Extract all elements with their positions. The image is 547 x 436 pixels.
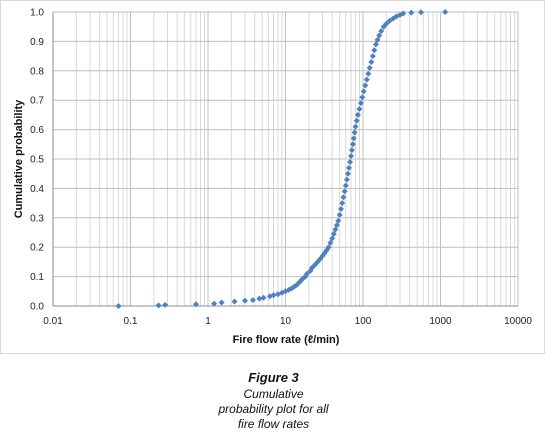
data-point xyxy=(408,9,415,16)
figure-caption-line-1: Cumulative xyxy=(243,387,304,401)
y-tick-label: 0.5 xyxy=(30,155,44,166)
data-point xyxy=(335,217,342,224)
data-point xyxy=(317,255,324,262)
y-tick-label: 0.3 xyxy=(30,213,44,224)
data-point xyxy=(359,94,366,101)
y-tick-label: 0.6 xyxy=(30,125,44,136)
data-point xyxy=(351,129,358,136)
data-point xyxy=(354,111,361,118)
data-point xyxy=(400,10,407,17)
data-point xyxy=(256,295,263,302)
axes xyxy=(52,12,518,307)
x-tick-label: 10000 xyxy=(504,316,532,327)
data-point xyxy=(192,301,199,308)
data-point xyxy=(346,164,353,171)
data-point xyxy=(368,58,375,65)
figure-caption-line-3: fire flow rates xyxy=(237,417,310,431)
data-point xyxy=(155,302,162,309)
data-point xyxy=(417,9,424,16)
x-tick-label: 0.1 xyxy=(124,316,138,327)
x-tick-label: 0.01 xyxy=(43,316,63,327)
data-point xyxy=(353,117,360,124)
data-point xyxy=(336,211,343,218)
data-point xyxy=(378,28,385,35)
data-point xyxy=(352,123,359,130)
data-point xyxy=(347,158,354,165)
data-point xyxy=(366,64,373,71)
data-point xyxy=(337,205,344,212)
data-point xyxy=(357,100,364,107)
y-tick-label: 0.8 xyxy=(30,66,44,77)
data-point xyxy=(360,88,367,95)
data-point xyxy=(241,297,248,304)
data-point xyxy=(329,235,336,242)
data-point xyxy=(365,70,372,77)
data-point xyxy=(249,297,256,304)
scatter-chart: 0.01 0.1 1 10 100 1000 10000 0.0 0.1 0.2 0.3 0.4 0.5… xyxy=(13,8,532,347)
data-point xyxy=(115,303,122,309)
data-point xyxy=(304,270,311,277)
data-points xyxy=(115,9,449,309)
data-point xyxy=(325,244,332,251)
data-point xyxy=(350,135,357,142)
x-axis-label: Fire flow rate (ℓ/min) xyxy=(233,334,340,346)
data-point xyxy=(348,147,355,154)
y-tick-label: 0.1 xyxy=(30,272,44,283)
data-point xyxy=(231,298,238,305)
y-tick-label: 0.4 xyxy=(30,184,44,195)
data-point xyxy=(260,294,267,301)
data-point xyxy=(343,176,350,183)
data-point xyxy=(344,170,351,177)
data-point xyxy=(371,47,378,54)
y-tick-label: 0.2 xyxy=(30,243,44,254)
figure-label: Figure 3 xyxy=(248,370,299,385)
figure-caption-line-2: probability plot for all xyxy=(218,402,329,416)
y-tick-label: 0.9 xyxy=(30,37,44,48)
data-point xyxy=(383,20,390,27)
data-point xyxy=(270,292,277,299)
data-point xyxy=(374,36,381,43)
data-point xyxy=(342,182,349,189)
data-point xyxy=(339,200,346,207)
data-point xyxy=(442,9,449,15)
data-point xyxy=(349,141,356,148)
data-point xyxy=(363,76,370,83)
data-point xyxy=(340,194,347,201)
y-tick-label: 0.7 xyxy=(30,96,44,107)
x-tick-label: 1 xyxy=(205,316,211,327)
data-point xyxy=(218,299,225,306)
x-tick-label: 10 xyxy=(280,316,292,327)
data-point xyxy=(362,82,369,89)
y-tick-label: 1.0 xyxy=(30,8,44,19)
data-point xyxy=(347,153,354,160)
data-point xyxy=(211,300,218,307)
y-axis-label: Cumulative probability xyxy=(13,99,25,218)
y-tick-label: 0.0 xyxy=(30,302,44,313)
data-point xyxy=(341,188,348,195)
data-point xyxy=(327,239,334,246)
tick-labels: 0.01 0.1 1 10 100 1000 10000 0.0 0.1 0.2 0.3 0.4 0.5… xyxy=(30,8,532,328)
data-point xyxy=(369,53,376,60)
data-point xyxy=(376,32,383,39)
data-point xyxy=(162,301,169,308)
x-tick-label: 100 xyxy=(355,316,372,327)
x-tick-label: 1000 xyxy=(429,316,452,327)
data-point xyxy=(356,106,363,113)
grid-lines xyxy=(52,11,519,307)
